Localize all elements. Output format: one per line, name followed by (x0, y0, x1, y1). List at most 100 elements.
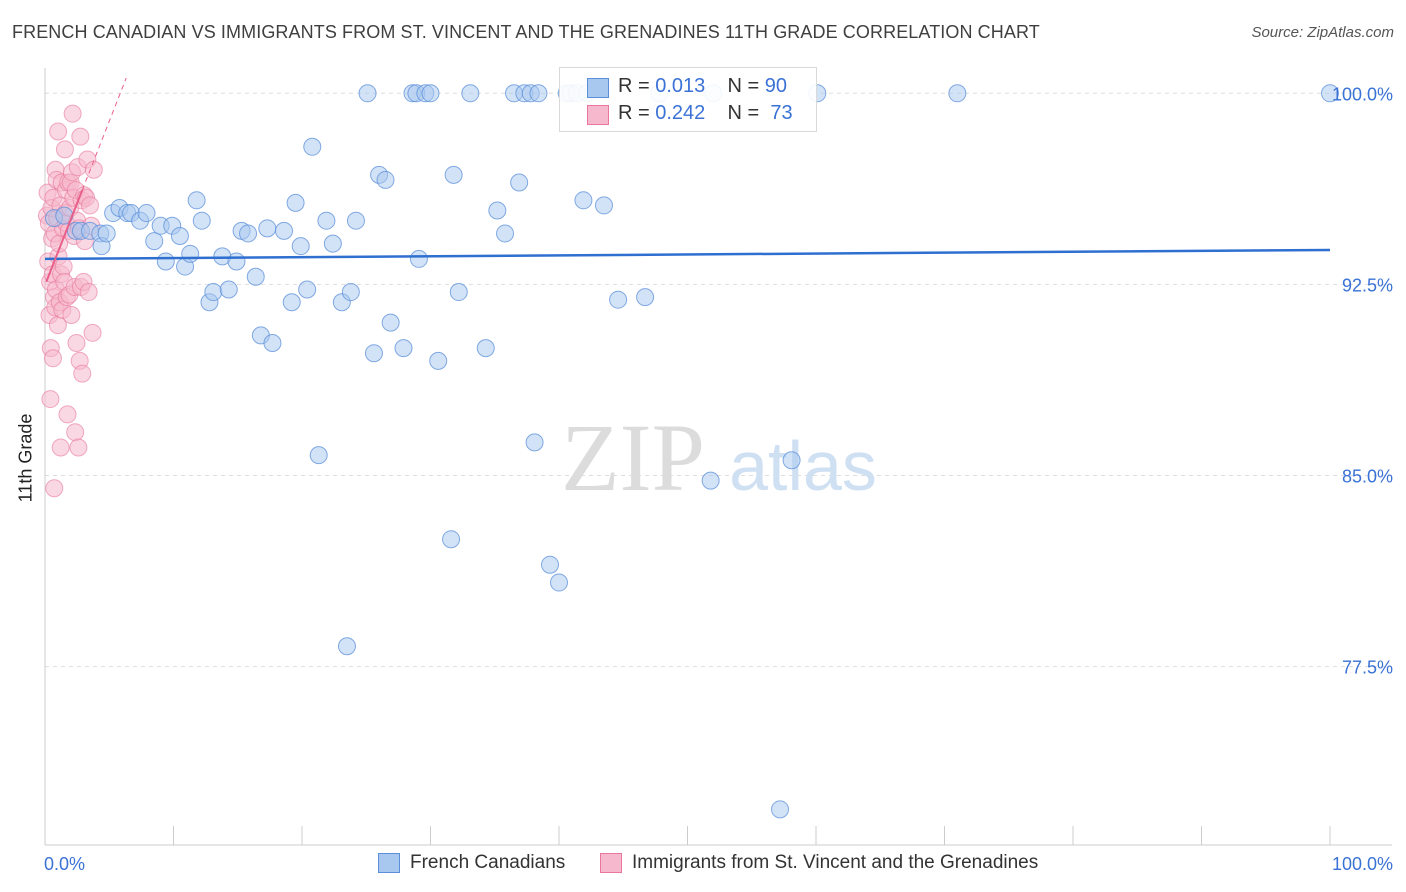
french-canadians-point-22 (192, 211, 211, 230)
trend-lines (44, 77, 1331, 283)
french-canadians-point-72 (541, 555, 560, 574)
french-canadians-point-58 (429, 351, 448, 370)
french-canadians-point-13 (137, 204, 156, 223)
french-canadians-point-45 (341, 283, 360, 302)
french-canadians-point-42 (323, 234, 342, 253)
french-canadians-point-26 (219, 280, 238, 299)
french-canadians-point-27 (227, 252, 246, 271)
bottom-legend-label-1: French Canadians (410, 852, 566, 873)
french-canadians-point-30 (246, 267, 265, 286)
french-canadians-point-40 (309, 446, 328, 465)
watermark: ZIP atlas (561, 404, 877, 511)
french-canadians-point-39 (303, 137, 322, 156)
legend-stats-2: R = 0.242 N = 73 (618, 102, 793, 124)
immigrants-point-11 (43, 349, 62, 368)
french-canadians-point-64 (488, 201, 507, 220)
french-canadians-point-80 (609, 290, 628, 309)
bottom-legend-swatch-blue (378, 853, 400, 873)
french-canadians-trend-line (44, 248, 1331, 261)
bottom-legend-swatch-pink (600, 853, 622, 873)
french-canadians-point-34 (275, 221, 294, 240)
french-canadians-point-52 (394, 339, 413, 358)
immigrants-point-51 (66, 423, 85, 442)
french-canadians-point-44 (337, 637, 356, 656)
french-canadians-point-50 (376, 170, 395, 189)
immigrants-point-6 (41, 390, 60, 409)
french-canadians-point-14 (145, 232, 164, 251)
french-canadians-point-83 (701, 471, 720, 490)
legend-swatch-pink (587, 105, 609, 125)
stats-legend: R = 0.013 N = 90 R = 0.242 N = 73 (559, 67, 817, 132)
french-canadians-point-41 (317, 211, 336, 230)
immigrants-point-62 (73, 364, 92, 383)
immigrants-point-53 (67, 334, 86, 353)
french-canadians-point-18 (170, 226, 189, 245)
watermark-zip: ZIP (561, 404, 705, 511)
french-canadians-point-59 (442, 530, 461, 549)
french-canadians-point-32 (258, 219, 277, 238)
immigrants-point-71 (83, 323, 102, 342)
legend-swatch-blue (587, 78, 609, 98)
french-canadians-point-57 (421, 84, 440, 103)
french-canadians-point-79 (594, 196, 613, 215)
french-canadians-point-36 (286, 193, 305, 212)
y-tick-label-2: 85.0% (1342, 467, 1393, 487)
french-canadians-point-37 (291, 237, 310, 256)
immigrants-point-32 (54, 257, 73, 276)
french-canadians-point-85 (771, 800, 790, 819)
french-canadians-point-7 (97, 224, 116, 243)
french-canadians-point-55 (409, 249, 428, 268)
french-canadians-point-21 (187, 191, 206, 210)
immigrants-point-34 (55, 140, 74, 159)
french-canadians-point-86 (782, 451, 801, 470)
immigrants-point-68 (79, 283, 98, 302)
immigrants-point-59 (71, 127, 90, 146)
immigrants-point-45 (62, 305, 81, 324)
immigrants-point-14 (45, 479, 64, 498)
french-canadians-point-46 (346, 211, 365, 230)
chart-title: FRENCH CANADIAN VS IMMIGRANTS FROM ST. V… (12, 22, 1040, 42)
immigrants-point-69 (80, 196, 99, 215)
french-canadians-point-35 (282, 293, 301, 312)
french-canadians-point-73 (550, 573, 568, 592)
immigrants-trend-line (45, 189, 84, 283)
y-tick-label-0: 100.0% (1332, 84, 1393, 104)
french-canadians-point-48 (364, 344, 383, 363)
immigrants-point-56 (69, 438, 88, 457)
axes (44, 68, 1392, 846)
french-canadians-point-33 (263, 334, 282, 353)
y-tick-label-3: 77.5% (1342, 658, 1393, 678)
source-label: Source: ZipAtlas.com (1251, 24, 1394, 41)
tick-labels: 100.0% 92.5% 85.0% 77.5% 0.0% 100.0% (44, 84, 1393, 874)
x-tick-label-1: 100.0% (1332, 854, 1393, 874)
french-canadians-point-88 (948, 84, 967, 103)
grid-lines (45, 92, 1392, 668)
immigrants-point-47 (63, 104, 82, 123)
french-canadians-point-67 (510, 173, 529, 192)
french-canadians-point-16 (156, 252, 175, 271)
immigrants-trend-extension (81, 77, 127, 191)
immigrants-point-72 (84, 160, 103, 179)
bottom-legend-label-2: Immigrants from St. Vincent and the Gren… (632, 852, 1039, 873)
french-canadians-point-24 (204, 283, 223, 302)
french-canadians-point-47 (358, 84, 377, 103)
legend-stats-1: R = 0.013 N = 90 (618, 75, 788, 97)
french-canadians-point-65 (496, 224, 515, 243)
french-canadians-point-89 (1321, 84, 1339, 103)
series-french-canadians-points (44, 84, 1339, 819)
immigrants-point-39 (58, 405, 77, 424)
watermark-atlas: atlas (729, 427, 877, 505)
y-tick-label-1: 92.5% (1342, 275, 1393, 295)
french-canadians-point-81 (636, 288, 655, 307)
french-canadians-point-61 (449, 283, 468, 302)
french-canadians-point-60 (444, 165, 463, 184)
french-canadians-point-63 (476, 339, 495, 358)
x-tick-label-0: 0.0% (44, 854, 85, 874)
french-canadians-point-70 (525, 433, 544, 452)
immigrants-point-22 (49, 122, 68, 141)
french-canadians-point-77 (574, 191, 593, 210)
french-canadians-point-71 (529, 84, 548, 103)
french-canadians-point-51 (381, 313, 400, 332)
french-canadians-point-38 (298, 280, 317, 299)
